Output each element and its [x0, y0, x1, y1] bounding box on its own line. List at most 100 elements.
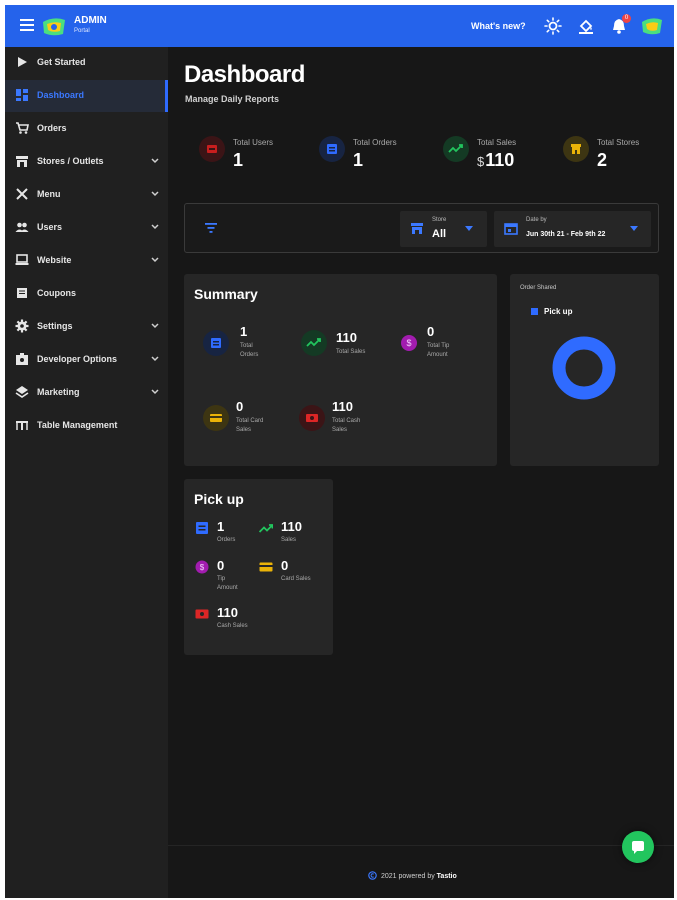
sidebar-item-label: Users [37, 222, 63, 232]
orders-icon [327, 144, 337, 154]
date-range-label: Date by [526, 217, 547, 223]
page-subtitle: Manage Daily Reports [185, 94, 280, 104]
sidebar-item-label: Stores / Outlets [37, 156, 104, 166]
logo-icon [43, 18, 65, 36]
users-icon [207, 145, 217, 153]
pickup-label: Cash Sales [217, 623, 248, 629]
donut-slice-pickup[interactable] [552, 336, 616, 400]
developer-icon [16, 353, 28, 365]
sidebar-item-stores-outlets[interactable]: Stores / Outlets [5, 146, 168, 178]
pickup-value: 0 [281, 558, 289, 573]
sidebar-item-orders[interactable]: Orders [5, 113, 168, 145]
caret-down-icon [465, 226, 473, 231]
filter-icon[interactable] [204, 222, 218, 234]
footer-divider [168, 845, 674, 846]
chat-icon [632, 841, 644, 854]
sidebar-item-dashboard[interactable]: Dashboard [5, 80, 168, 112]
paint-bucket-icon[interactable] [577, 17, 595, 35]
pickup-label: Orders [217, 537, 236, 543]
orders-icon [196, 522, 208, 534]
date-range-select[interactable]: Date by Jun 30th 21 - Feb 9th 22 [494, 211, 651, 247]
users-icon [15, 222, 29, 232]
summary-value: 1 [240, 324, 248, 339]
sidebar-item-label: Coupons [37, 288, 76, 298]
pickup-value: 1 [217, 519, 225, 534]
caret-down-icon [630, 226, 638, 231]
order-shared-title: Order Shared [520, 285, 557, 291]
stat-number: 2 [597, 150, 608, 170]
store-icon [16, 156, 28, 167]
chevron-down-icon [151, 257, 159, 263]
store-select-value: All [432, 228, 447, 240]
summary-value: 0 [427, 324, 435, 339]
layers-icon [15, 386, 29, 398]
sidebar: Get Started Dashboard Orders Stores / Ou… [5, 47, 168, 898]
card-icon [259, 562, 273, 572]
trending-up-icon [259, 524, 273, 533]
page-title: Dashboard [184, 61, 305, 88]
pickup-value: 0 [217, 558, 225, 573]
sidebar-item-label: Dashboard [37, 90, 85, 100]
copyright-icon [368, 871, 377, 880]
sidebar-item-developer-options[interactable]: Developer Options [5, 344, 168, 376]
sidebar-item-menu[interactable]: Menu [5, 179, 168, 211]
sidebar-item-label: Website [37, 255, 72, 265]
dollar-icon: $ [195, 560, 209, 574]
stat-number: 1 [353, 150, 364, 170]
store-icon [571, 144, 581, 154]
card-icon [210, 414, 222, 422]
notification-badge: 0 [622, 14, 631, 23]
footer-brand[interactable]: Tastio [436, 873, 457, 880]
donut-chart [552, 336, 616, 400]
sidebar-item-users[interactable]: Users [5, 212, 168, 244]
sidebar-item-marketing[interactable]: Marketing [5, 377, 168, 409]
svg-text:$: $ [406, 338, 411, 348]
menu-icon[interactable] [20, 19, 34, 31]
summary-value: 110 [332, 399, 353, 414]
sidebar-item-settings[interactable]: Settings [5, 311, 168, 343]
pickup-card: Pick up 1 Orders 110 Sales $ 0 Tip Amoun… [184, 479, 333, 655]
chevron-down-icon [151, 323, 159, 329]
trending-up-icon [306, 338, 321, 347]
filter-bar: Store All Date by Jun 30th 21 - Feb 9th … [184, 203, 659, 253]
sidebar-item-get-started[interactable]: Get Started [5, 47, 168, 79]
date-range-value: Jun 30th 21 - Feb 9th 22 [526, 231, 606, 238]
sidebar-item-coupons[interactable]: Coupons [5, 278, 168, 310]
stat-value: 1 [353, 150, 363, 171]
footer-text: 2021 powered by [381, 873, 435, 880]
cash-icon [306, 414, 318, 422]
top-bar: ADMIN Portal What's new? 0 [5, 5, 674, 47]
stat-label: Total Sales [477, 138, 517, 147]
store-select[interactable]: Store All [400, 211, 487, 247]
table-icon [16, 421, 28, 430]
chat-button[interactable] [622, 831, 654, 863]
summary-value: 110 [336, 330, 357, 345]
currency-symbol: $ [477, 154, 485, 169]
legend-label[interactable]: Pick up [544, 307, 573, 316]
sidebar-item-website[interactable]: Website [5, 245, 168, 277]
stat-number: 1 [233, 150, 244, 170]
avatar[interactable] [640, 15, 664, 37]
stat-label: Total Orders [353, 138, 397, 147]
dollar-icon: $ [401, 335, 417, 351]
chevron-down-icon [151, 389, 159, 395]
summary-title: Summary [194, 286, 258, 302]
coupon-icon [17, 288, 27, 298]
sun-icon[interactable] [544, 17, 562, 35]
sidebar-item-label: Developer Options [37, 354, 118, 364]
sidebar-item-label: Table Management [37, 420, 118, 430]
pickup-value: 110 [281, 519, 302, 534]
sidebar-item-table-management[interactable]: Table Management [5, 410, 168, 442]
bell-icon[interactable] [610, 17, 628, 35]
stat-value: 1 [233, 150, 243, 171]
app-window: ADMIN Portal What's new? 0 [5, 5, 674, 898]
sidebar-item-label: Orders [37, 123, 67, 133]
chevron-down-icon [151, 158, 159, 164]
whats-new-link[interactable]: What's new? [471, 21, 526, 31]
sidebar-item-label: Settings [37, 321, 73, 331]
summary-label: Total Orders [240, 343, 259, 358]
chevron-down-icon [151, 356, 159, 362]
pickup-label: Tip Amount [217, 576, 238, 591]
trending-up-icon [448, 144, 463, 153]
gear-icon [15, 319, 29, 333]
